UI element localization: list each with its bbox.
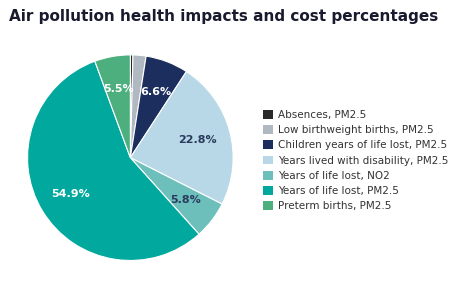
Text: 5.8%: 5.8% xyxy=(171,195,201,205)
Text: 5.5%: 5.5% xyxy=(103,84,133,94)
Wedge shape xyxy=(130,158,222,234)
Wedge shape xyxy=(27,61,199,260)
Wedge shape xyxy=(130,56,186,158)
Text: Air pollution health impacts and cost percentages: Air pollution health impacts and cost pe… xyxy=(9,9,439,24)
Text: 22.8%: 22.8% xyxy=(179,135,217,145)
Wedge shape xyxy=(95,55,130,158)
Legend: Absences, PM2.5, Low birthweight births, PM2.5, Children years of life lost, PM2: Absences, PM2.5, Low birthweight births,… xyxy=(261,108,450,213)
Wedge shape xyxy=(130,72,233,204)
Text: 6.6%: 6.6% xyxy=(140,87,171,98)
Text: 54.9%: 54.9% xyxy=(51,189,90,199)
Wedge shape xyxy=(130,55,133,158)
Wedge shape xyxy=(130,55,146,158)
